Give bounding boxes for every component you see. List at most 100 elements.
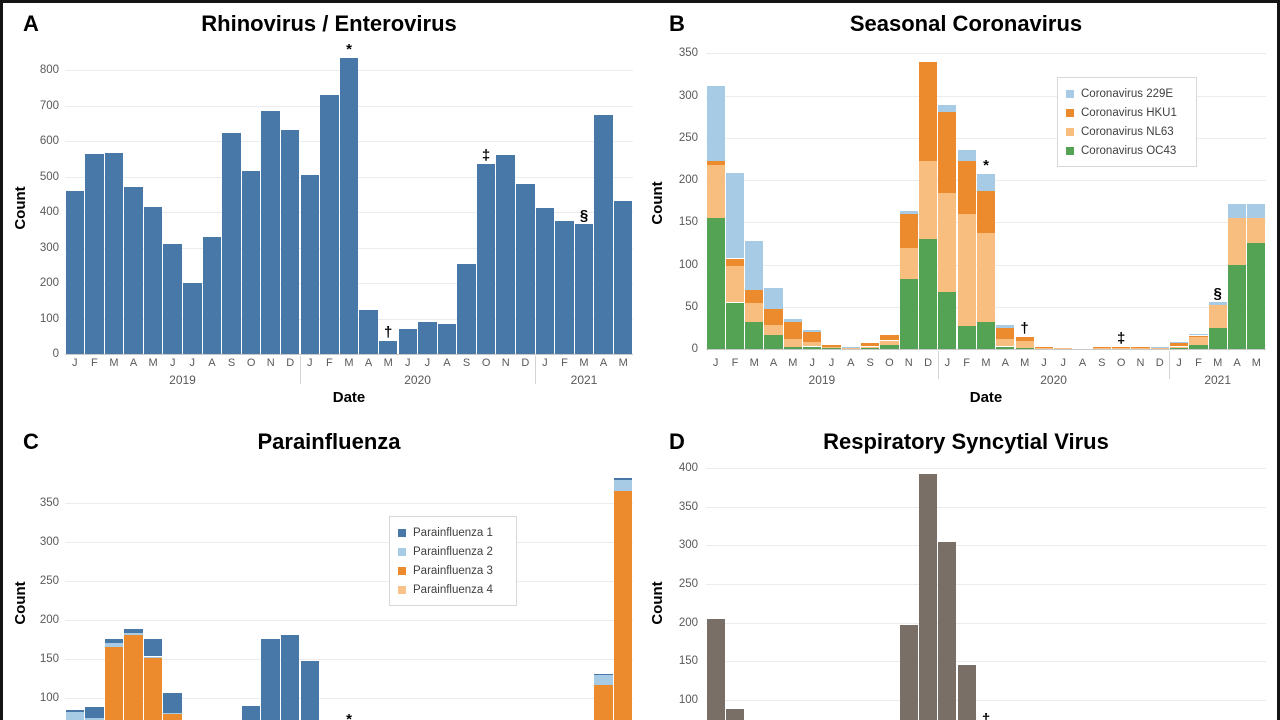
bar-A-23 — [516, 184, 535, 354]
x-axis-label-date-a: Date — [332, 389, 366, 406]
bar-B-11 — [918, 239, 938, 349]
bar-B-7 — [841, 346, 860, 348]
bar-C-4 — [143, 656, 163, 658]
bar-A-28 — [613, 201, 633, 354]
bar-B-0 — [706, 218, 725, 349]
annotation-A-§: § — [579, 207, 589, 225]
x-tick-month-B: M — [1213, 357, 1223, 369]
bar-C-4 — [143, 657, 163, 720]
x-tick-month-B: N — [904, 357, 913, 369]
x-tick-month-A: J — [542, 357, 548, 369]
x-tick-month-A: A — [443, 357, 451, 369]
x-tick-month-B: M — [1251, 357, 1261, 369]
bar-C-28 — [613, 480, 633, 491]
bar-A-10 — [261, 110, 280, 354]
bar-B-5 — [803, 346, 822, 349]
x-tick-month-B: M — [1020, 357, 1030, 369]
bar-B-4 — [783, 318, 802, 322]
y-tick-label-B-50: 50 — [685, 300, 698, 313]
bar-C-1 — [85, 718, 104, 720]
gridline-D-200 — [706, 622, 1266, 624]
x-tick-month-B: A — [769, 357, 778, 369]
bar-B-17 — [1034, 348, 1054, 349]
x-tick-month-B: S — [866, 357, 874, 369]
bar-D-0 — [706, 618, 725, 720]
legend-swatch-icon — [398, 547, 406, 556]
bar-C-2 — [104, 639, 124, 644]
y-tick-label-A-700: 700 — [39, 99, 59, 112]
y-tick-label-C-150: 150 — [39, 652, 59, 665]
bar-A-14 — [339, 57, 359, 354]
bar-B-25 — [1189, 335, 1208, 337]
x-tick-month-A: D — [286, 357, 295, 369]
bar-C-27 — [594, 673, 613, 675]
gridline-C-250 — [65, 580, 633, 582]
y-tick-label-A-300: 300 — [39, 241, 59, 254]
gridline-D-350 — [706, 506, 1266, 508]
bar-B-15 — [996, 327, 1015, 339]
bar-B-0 — [706, 161, 725, 165]
y-tick-label-C-300: 300 — [39, 535, 59, 548]
bar-A-21 — [476, 164, 496, 354]
panel-title-coronavirus: Seasonal Coronavirus — [849, 11, 1083, 36]
bar-B-27 — [1227, 203, 1247, 219]
bar-B-10 — [899, 211, 918, 214]
x-tick-month-B: S — [1098, 357, 1106, 369]
bar-C-0 — [65, 709, 85, 712]
bar-C-27 — [594, 674, 613, 685]
x-tick-month-A: N — [501, 357, 510, 369]
bar-C-3 — [124, 633, 143, 636]
bar-C-5 — [163, 713, 182, 720]
charts-layer: 0 100 200 300 400 500 600 700 800 * † ‡ § J F M A M J J A S O N… — [3, 3, 1277, 720]
legend-item: Coronavirus NL63 — [1066, 122, 1188, 141]
gridline-B-300 — [706, 95, 1266, 97]
bar-C-28 — [613, 477, 633, 480]
gridline-D-100 — [706, 699, 1266, 701]
panel-letter-c: C — [23, 429, 39, 454]
bar-B-28 — [1247, 243, 1266, 349]
bar-A-22 — [496, 154, 515, 354]
panel-title-rhinovirus: Rhinovirus / Enterovirus — [201, 11, 457, 36]
legend-swatch-icon — [1066, 89, 1074, 98]
bar-C-4 — [143, 639, 163, 657]
bar-B-6 — [822, 348, 841, 349]
bar-B-27 — [1227, 264, 1247, 349]
x-tick-month-B: F — [963, 357, 971, 369]
gridline-D-150 — [706, 661, 1266, 663]
x-tick-month-A: J — [307, 357, 313, 369]
bar-B-13 — [957, 161, 976, 214]
bar-B-3 — [764, 325, 783, 335]
x-tick-month-B: J — [712, 357, 719, 369]
y-tick-label-D-300: 300 — [678, 539, 698, 552]
legend-C: Parainfluenza 1 Parainfluenza 2 Parainflue… — [389, 516, 517, 606]
bar-B-20 — [1092, 348, 1111, 349]
y-tick-label-A-200: 200 — [39, 277, 59, 289]
bar-B-12 — [938, 192, 957, 292]
bar-B-5 — [803, 330, 822, 333]
bar-A-6 — [183, 283, 202, 354]
bar-C-2 — [104, 643, 124, 648]
legend-B: Coronavirus 229E Coronavirus HKU1 Coronavi… — [1057, 77, 1197, 167]
bar-B-0 — [706, 164, 725, 218]
gridline-D-400 — [706, 468, 1266, 470]
x-tick-month-B: M — [788, 357, 798, 369]
bar-B-25 — [1189, 344, 1208, 349]
bar-B-10 — [899, 247, 918, 279]
x-tick-month-A: M — [148, 357, 158, 369]
legend-label: Parainfluenza 1 — [413, 526, 493, 539]
bar-A-27 — [594, 115, 613, 354]
bar-B-6 — [822, 347, 841, 349]
x-tick-month-A: M — [618, 357, 628, 369]
panel-letter-b: B — [669, 11, 685, 36]
x-tick-year-A-2021: 2021 — [570, 373, 598, 387]
bar-B-1 — [725, 258, 745, 267]
legend-swatch-icon — [398, 566, 406, 575]
legend-item: Coronavirus OC43 — [1066, 141, 1188, 160]
year-separator-B — [937, 351, 939, 379]
x-tick-year-A-2019: 2019 — [169, 373, 196, 387]
legend-swatch-icon — [1066, 108, 1074, 117]
bar-B-13 — [957, 213, 976, 327]
bar-C-28 — [613, 490, 633, 720]
annotation-B-*: * — [983, 157, 989, 175]
